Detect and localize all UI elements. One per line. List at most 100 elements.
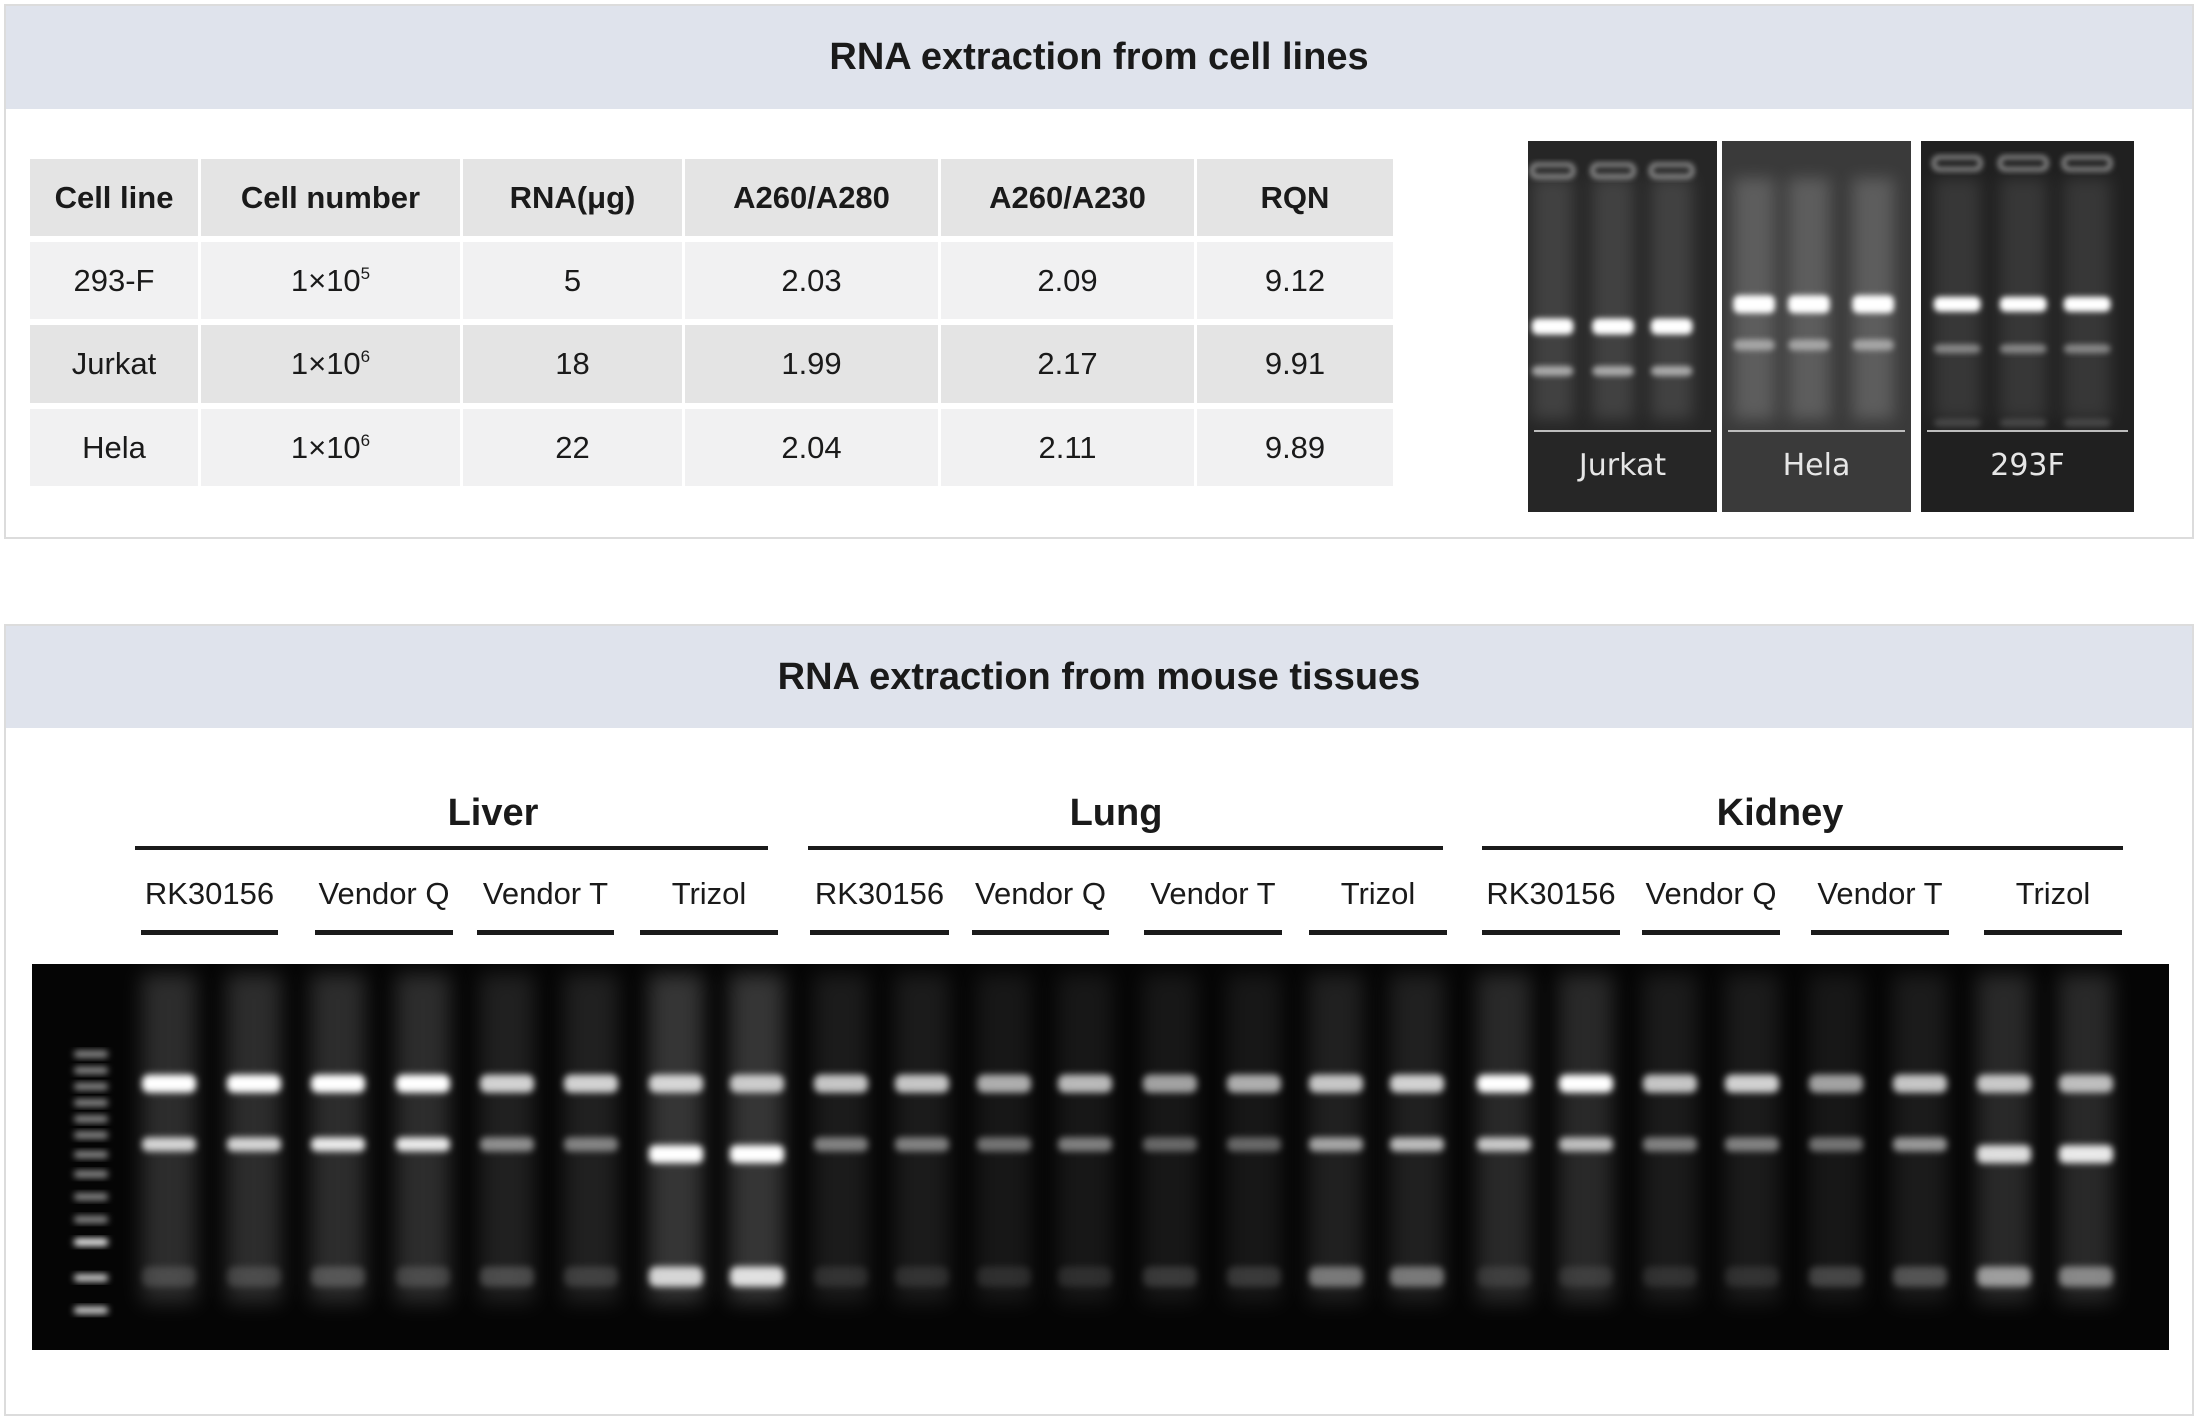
rna-band [1933, 296, 1981, 312]
band-18s [311, 1137, 365, 1152]
method-underline [640, 930, 778, 935]
ladder-band [74, 1151, 108, 1159]
table-cell-a260-a280: 1.99 [685, 325, 938, 403]
band-small-rna [1725, 1266, 1779, 1287]
table-cell-a260-a230: 2.17 [941, 325, 1194, 403]
lane-smear [1977, 974, 2031, 1303]
ladder-band [74, 1066, 108, 1074]
method-underline [477, 930, 614, 935]
table-cell-a260-a280: 2.04 [685, 409, 938, 486]
rna-band [2063, 418, 2111, 427]
method-label: Vendor T [482, 876, 609, 911]
rna-band [1933, 418, 1981, 427]
well [1530, 163, 1575, 179]
ladder-band [74, 1115, 108, 1123]
band-28s [227, 1074, 281, 1093]
band-18s [895, 1137, 949, 1152]
table-cell-a260-a280: 2.03 [685, 242, 938, 319]
rna-band [1933, 344, 1981, 354]
band-18s [2059, 1145, 2113, 1164]
gel-divider-line [1534, 430, 1711, 432]
rna-band [1852, 339, 1894, 351]
table-cell-cell-line: 293-F [30, 242, 198, 319]
table-cell-rqn: 9.91 [1197, 325, 1393, 403]
band-28s [1309, 1074, 1363, 1093]
band-28s [480, 1074, 534, 1093]
cell-number-exponent: 6 [360, 431, 371, 450]
method-label: RK30156 [1486, 876, 1616, 911]
method-label: Vendor T [1150, 876, 1276, 911]
band-28s [1725, 1074, 1779, 1093]
table-cell-cell-number: 1×10 6 [201, 325, 460, 403]
lane-smear [1650, 178, 1693, 420]
ladder-band [74, 1131, 108, 1139]
band-18s [1058, 1137, 1112, 1152]
method-underline [1811, 930, 1949, 935]
well [1590, 163, 1636, 179]
table-cell-rqn: 9.12 [1197, 242, 1393, 319]
band-28s [814, 1074, 868, 1093]
band-small-rna [730, 1266, 784, 1287]
well [1998, 155, 2049, 171]
band-small-rna [1977, 1266, 2031, 1287]
band-18s [564, 1137, 618, 1152]
header-a260-a230: A260/A230 [941, 159, 1194, 236]
rna-band [1852, 295, 1894, 314]
table-cell-rqn: 9.89 [1197, 409, 1393, 486]
header-cell-line: Cell line [30, 159, 198, 236]
method-underline [315, 930, 453, 935]
method-label: RK30156 [814, 876, 945, 911]
band-28s [1893, 1074, 1947, 1093]
gel-label: Hela [1782, 448, 1851, 483]
tissue-label-kidney: Kidney [1716, 792, 1844, 834]
band-28s [142, 1074, 196, 1093]
band-28s [1058, 1074, 1112, 1093]
rna-band [1531, 366, 1574, 377]
band-28s [977, 1074, 1031, 1093]
band-18s [977, 1137, 1031, 1152]
ladder-band [74, 1306, 108, 1314]
band-18s [227, 1137, 281, 1152]
band-28s [1643, 1074, 1697, 1093]
cell-number-base: 1×10 [290, 429, 361, 465]
rna-band [1531, 318, 1574, 335]
band-18s [1977, 1145, 2031, 1164]
band-small-rna [1893, 1266, 1947, 1287]
table-cell-rna: 5 [463, 242, 682, 319]
table-cell-rna: 22 [463, 409, 682, 486]
method-label: Vendor Q [1645, 876, 1777, 911]
method-underline [1984, 930, 2122, 935]
method-underline [1144, 930, 1282, 935]
panel-title: RNA extraction from mouse tissues [6, 626, 2192, 728]
method-underline [972, 930, 1109, 935]
band-28s [1809, 1074, 1863, 1093]
band-small-rna [1643, 1266, 1697, 1287]
method-label: RK30156 [144, 876, 275, 911]
band-18s [396, 1137, 450, 1152]
rna-band [1999, 296, 2047, 312]
well [2062, 155, 2113, 171]
lane-smear [1531, 178, 1574, 420]
gel-label: Jurkat [1578, 448, 1667, 483]
band-small-rna [1390, 1266, 1444, 1287]
tissue-label-lung: Lung [1069, 792, 1163, 834]
band-small-rna [649, 1266, 703, 1287]
rna-band [1999, 418, 2047, 427]
rna-band [1592, 366, 1634, 377]
band-18s [1390, 1137, 1444, 1152]
gel-jurkat: Jurkat [1528, 141, 1717, 512]
lane-smear [2059, 974, 2113, 1303]
table-cell-a260-a230: 2.09 [941, 242, 1194, 319]
rna-band [1788, 295, 1830, 314]
band-small-rna [480, 1266, 534, 1287]
ladder-band [74, 1193, 108, 1201]
band-18s [480, 1137, 534, 1152]
ladder-band [74, 1050, 108, 1058]
method-label: Trizol [2015, 876, 2091, 911]
tissue-gel-image [32, 964, 2169, 1350]
band-18s [1893, 1137, 1947, 1152]
ladder-band [74, 1170, 108, 1178]
band-18s [1559, 1137, 1613, 1152]
band-small-rna [2059, 1266, 2113, 1287]
band-small-rna [564, 1266, 618, 1287]
